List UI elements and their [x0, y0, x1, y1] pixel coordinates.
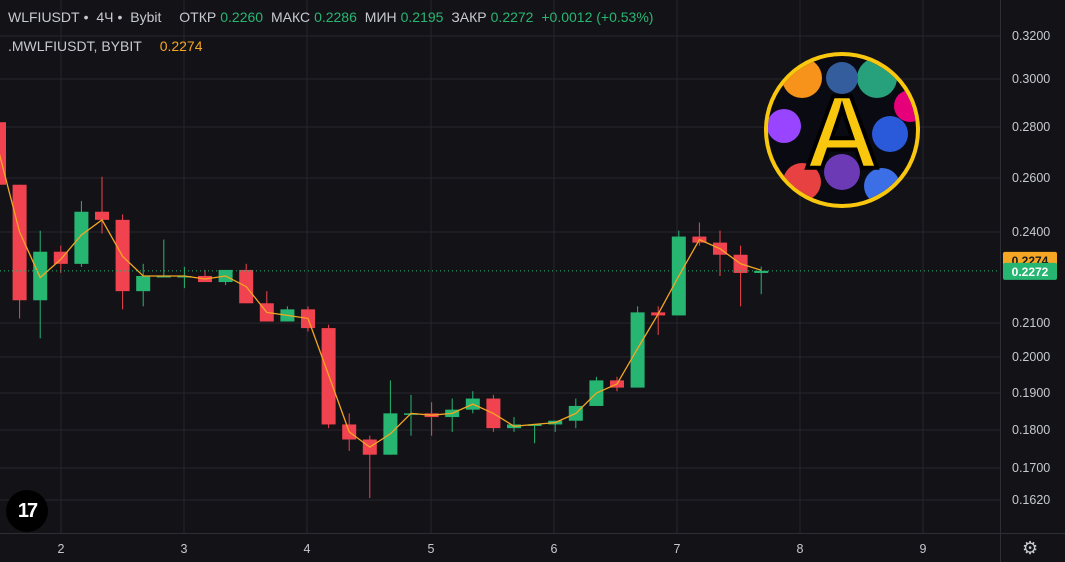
candle-body — [12, 184, 27, 301]
coin-icon — [826, 62, 858, 94]
candle — [651, 306, 666, 335]
grid-lines — [0, 0, 1000, 533]
price-tick-label: 0.3000 — [1012, 72, 1050, 86]
close-label: ЗАКР — [451, 9, 487, 25]
indicator-name[interactable]: .MWLFIUSDT, BYBIT — [8, 38, 142, 54]
candle — [424, 402, 439, 436]
candles — [0, 122, 769, 498]
coin-icons — [768, 58, 916, 204]
time-tick-label: 6 — [551, 542, 558, 556]
open-value: 0.2260 — [220, 9, 264, 25]
candle — [465, 391, 480, 414]
candle — [527, 424, 542, 444]
close-value: 0.2272 — [490, 9, 534, 25]
candle — [218, 269, 233, 286]
candle — [383, 380, 398, 455]
indicator-line — [0, 153, 762, 448]
exchange-name: Bybit — [130, 9, 162, 25]
candle — [754, 266, 769, 295]
high-value: 0.2286 — [314, 9, 357, 25]
price-tick-label: 0.3200 — [1012, 29, 1050, 43]
time-tick-label: 2 — [58, 542, 65, 556]
candle — [713, 230, 727, 276]
price-tick-label: 0.2600 — [1012, 171, 1050, 185]
low-label: МИН — [364, 9, 397, 25]
price-tick-label: 0.2100 — [1012, 316, 1050, 330]
candle-body — [177, 275, 192, 278]
candle — [630, 306, 645, 388]
time-tick-label: 4 — [304, 542, 311, 556]
last-price-label: 0.2272 — [1012, 265, 1049, 279]
price-tick-label: 0.2800 — [1012, 120, 1050, 134]
channel-badge-avatar: A — [764, 52, 920, 208]
candle — [33, 230, 48, 339]
candle — [95, 176, 109, 234]
candle — [671, 230, 686, 316]
candle — [177, 266, 192, 289]
candle-body — [630, 312, 645, 388]
candle — [12, 184, 27, 319]
price-tick-label: 0.2400 — [1012, 225, 1050, 239]
candle-body — [95, 211, 109, 220]
candle — [280, 306, 295, 322]
last-price-tag — [1003, 262, 1057, 280]
time-tick-label: 9 — [920, 542, 927, 556]
candle-body — [74, 211, 89, 264]
candle — [156, 239, 171, 278]
candle — [198, 269, 212, 283]
candle — [445, 398, 460, 432]
candle — [115, 214, 130, 310]
price-tick-label: 0.1620 — [1012, 493, 1050, 507]
symbol-header: WLFIUSDT • 4Ч • Bybit ОТКР 0.2260 МАКС 0.228… — [8, 9, 654, 25]
high-label: МАКС — [270, 9, 311, 25]
candle-body — [0, 122, 6, 185]
cardano-coin-icon — [872, 116, 908, 152]
polkadot-coin-icon — [894, 90, 916, 122]
candle — [362, 435, 377, 498]
coin-icon — [824, 154, 860, 190]
candle-body — [754, 270, 769, 273]
price-tick-label: 0.1700 — [1012, 461, 1050, 475]
open-label: ОТКР — [179, 9, 217, 25]
time-tick-label: 7 — [674, 542, 681, 556]
candle — [136, 263, 151, 307]
time-tick-label: 8 — [797, 542, 804, 556]
indicator-value: 0.2274 — [159, 38, 203, 54]
low-value: 0.2195 — [400, 9, 444, 25]
gear-icon[interactable]: ⚙ — [1022, 538, 1039, 558]
interval[interactable]: 4Ч — [96, 9, 114, 25]
candle — [74, 200, 89, 267]
candle-body — [156, 275, 171, 278]
price-tick-label: 0.2000 — [1012, 350, 1050, 364]
time-tick-label: 5 — [428, 542, 435, 556]
candle — [0, 122, 6, 185]
time-tick-label: 3 — [181, 542, 188, 556]
candle-body — [136, 275, 151, 292]
candle — [733, 245, 748, 307]
price-tick-label: 0.1900 — [1012, 386, 1050, 400]
indicator-legend: .MWLFIUSDT, BYBIT 0.2274 — [8, 38, 207, 54]
badge-letter: A — [804, 75, 879, 191]
change-value: +0.0012 (+0.53%) — [541, 9, 654, 25]
tradingview-logo[interactable]: 17 — [6, 490, 48, 532]
candle-body — [527, 424, 542, 426]
symbol-name[interactable]: WLFIUSDT — [8, 9, 80, 25]
price-tick-label: 0.1800 — [1012, 423, 1050, 437]
solana-coin-icon — [768, 109, 801, 143]
